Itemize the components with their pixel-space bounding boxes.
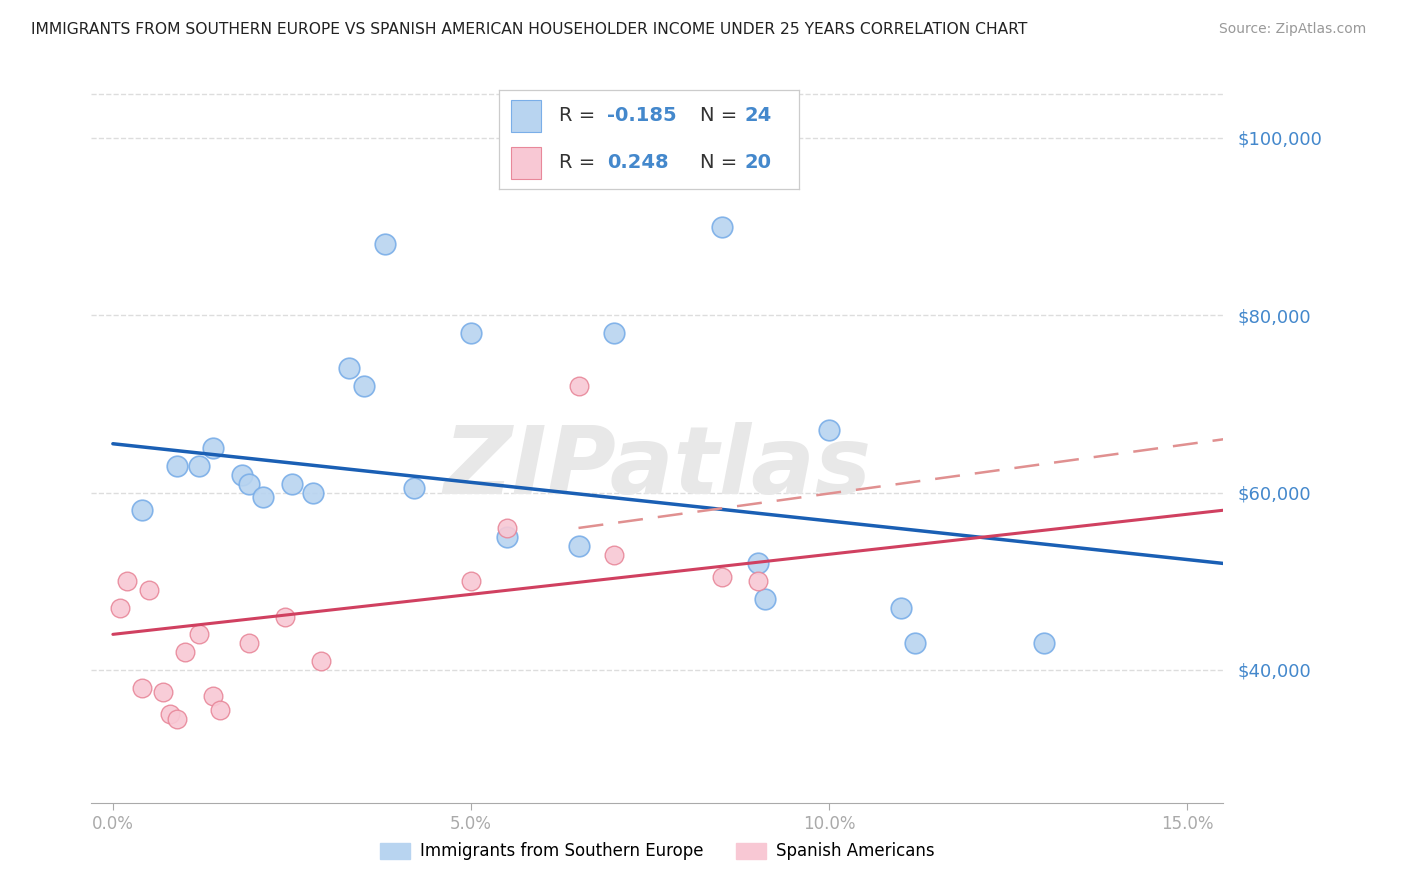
Point (402, 481, 425, 495)
Point (460, 574, 482, 589)
Point (166, 458, 188, 473)
Point (202, 441, 225, 455)
Point (238, 636, 260, 650)
Point (603, 326, 626, 340)
Point (747, 574, 769, 589)
Point (131, 503, 153, 517)
Point (152, 685, 174, 699)
Point (710, 570, 733, 584)
Text: ZIPatlas: ZIPatlas (443, 423, 872, 515)
Point (187, 627, 209, 641)
Point (238, 476, 260, 491)
Point (496, 521, 519, 535)
Point (337, 361, 360, 376)
Point (353, 379, 375, 393)
Point (159, 707, 181, 722)
Point (374, 237, 396, 252)
Point (567, 539, 589, 553)
Point (115, 574, 138, 589)
Text: Source: ZipAtlas.com: Source: ZipAtlas.com (1219, 22, 1367, 37)
Point (302, 485, 325, 500)
Point (904, 636, 927, 650)
Point (710, 219, 733, 234)
Point (209, 703, 232, 717)
Point (460, 326, 482, 340)
Text: IMMIGRANTS FROM SOUTHERN EUROPE VS SPANISH AMERICAN HOUSEHOLDER INCOME UNDER 25 : IMMIGRANTS FROM SOUTHERN EUROPE VS SPANI… (31, 22, 1028, 37)
Point (890, 600, 912, 615)
Point (309, 654, 332, 668)
Point (818, 424, 841, 438)
Point (131, 681, 153, 695)
Point (166, 712, 188, 726)
Point (173, 645, 195, 659)
Point (252, 490, 274, 504)
Point (754, 591, 776, 606)
Legend: Immigrants from Southern Europe, Spanish Americans: Immigrants from Southern Europe, Spanish… (373, 836, 942, 867)
Point (187, 458, 209, 473)
Point (202, 690, 225, 704)
Point (108, 600, 131, 615)
Point (603, 548, 626, 562)
Point (1033, 636, 1056, 650)
Point (496, 530, 519, 544)
Point (567, 379, 589, 393)
Point (231, 467, 253, 482)
Point (274, 609, 297, 624)
Point (281, 476, 304, 491)
Point (138, 582, 160, 597)
Point (747, 557, 769, 571)
